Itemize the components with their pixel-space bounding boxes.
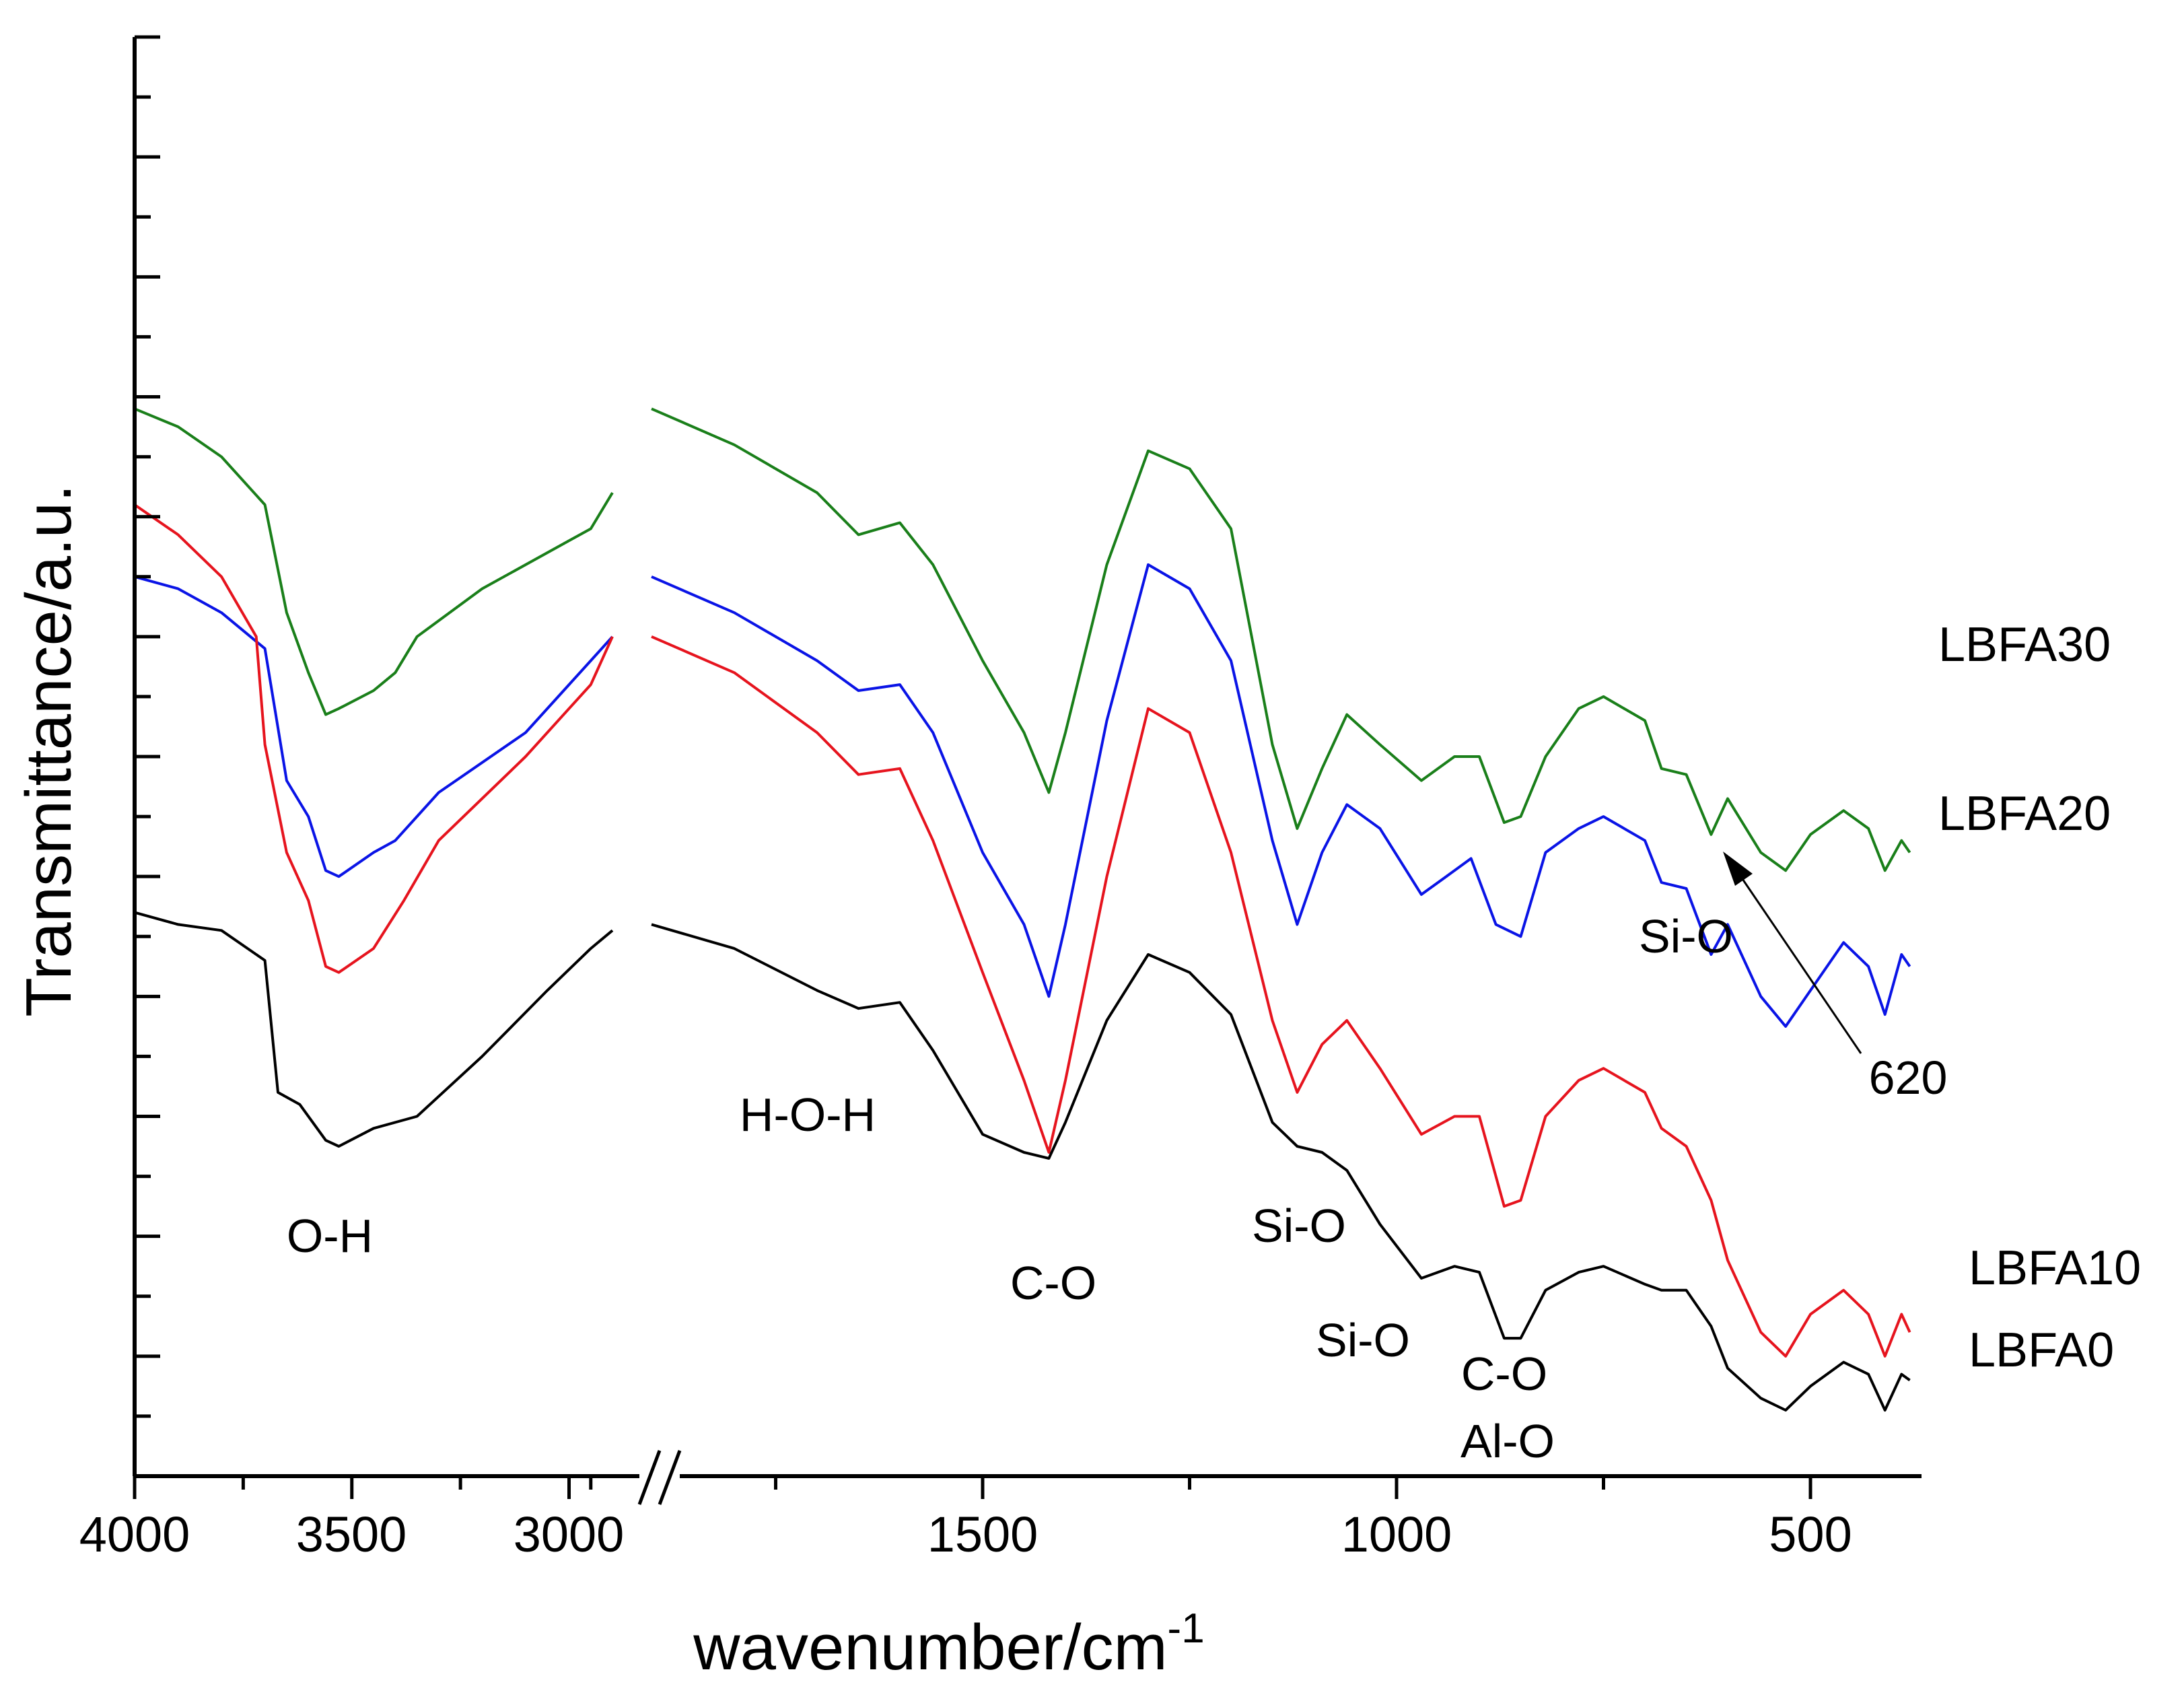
peak-annotations: O-H H-O-H C-O Si-O Si-O C-O Al-O Si-O 62… [287,851,1948,1467]
x-tick-label: 3000 [514,1506,625,1562]
legend-labels: LBFA30 LBFA20 LBFA10 LBFA0 [1938,618,2141,1377]
annotation-arrow-head [1723,851,1753,886]
series-line-lbfa0-low-range [651,923,1911,1412]
x-tick-label: 4000 [79,1506,190,1562]
annotation-oh: O-H [287,1210,373,1262]
annotation-sio: Si-O [1316,1314,1410,1366]
x-tick-label: 500 [1769,1506,1852,1562]
x-tick-label: 1000 [1341,1506,1452,1562]
annotation-hoh: H-O-H [740,1088,876,1141]
annotation-co: C-O [1010,1257,1096,1309]
series-line-lbfa10-low-range [651,635,1911,1358]
series-line-lbfa30-high-range [134,407,614,716]
series-line-lbfa20-high-range [134,575,614,878]
x-axis-title-superscript: -1 [1168,1605,1205,1652]
series-label-lbfa20: LBFA20 [1938,787,2111,841]
plot-lines-group [133,407,1911,1412]
ticks-group [133,35,1812,1499]
series-line-lbfa0-high-range [134,911,614,1148]
annotation-arrow-line [1738,874,1862,1054]
series-line-lbfa10-high-range [133,503,614,974]
y-axis-title: Transmittance/a.u. [13,484,85,1016]
series-label-lbfa30: LBFA30 [1938,618,2111,672]
series-label-lbfa10: LBFA10 [1969,1241,2141,1295]
series-line-lbfa30-low-range [651,407,1911,872]
series-line-lbfa20-low-range [651,563,1911,1028]
x-axis-title-text: wavenumber/cm [693,1611,1167,1683]
annotation-alo: Al-O [1460,1415,1555,1467]
annotation-620: 620 [1869,1051,1948,1104]
annotation-sio-si-o-bend: Si-O [1639,910,1733,963]
x-tick-labels: 4000 3500 3000 1500 1000 500 [79,1506,1852,1562]
annotation-co-2: C-O [1461,1348,1547,1400]
series-label-lbfa0: LBFA0 [1969,1323,2114,1377]
axis-break-mark-1 [637,1450,662,1505]
x-tick-label: 1500 [927,1506,1038,1562]
axis-break-mark-2 [658,1450,682,1505]
annotation-sio: Si-O [1252,1199,1346,1252]
x-axis-title: wavenumber/cm-1 [693,1605,1204,1683]
x-tick-label: 3500 [296,1506,407,1562]
